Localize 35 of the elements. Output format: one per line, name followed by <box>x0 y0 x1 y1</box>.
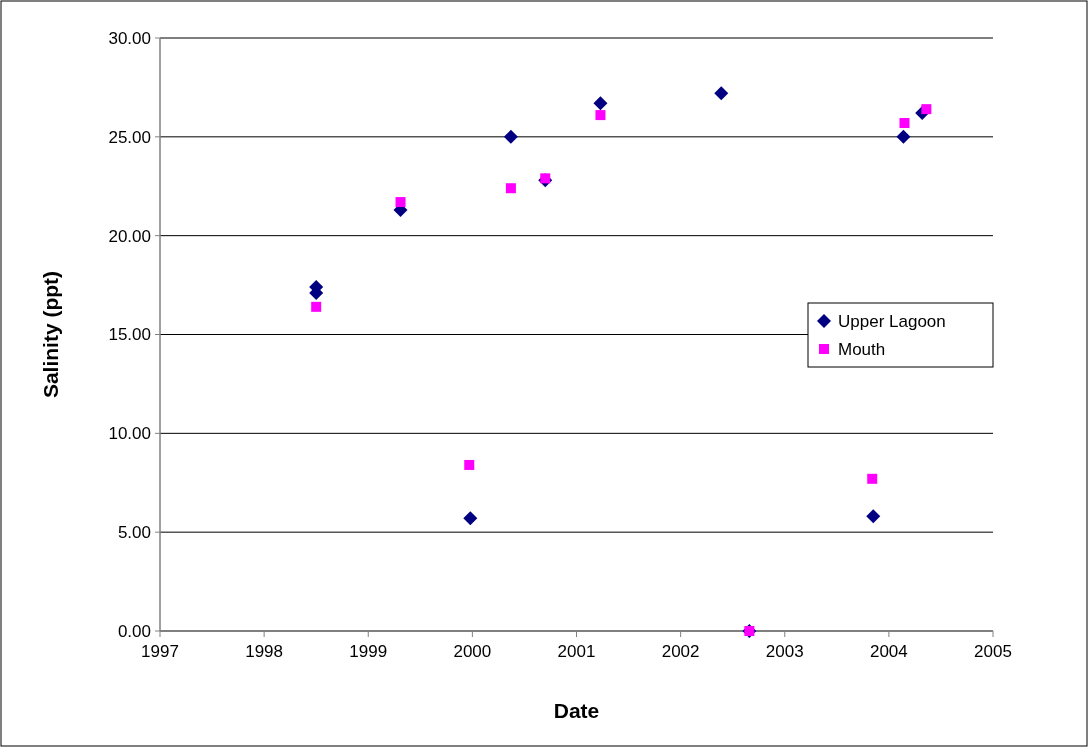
x-tick-label: 2002 <box>661 642 700 661</box>
y-tick-label: 15.00 <box>108 325 151 345</box>
point <box>311 301 322 312</box>
point <box>896 129 911 144</box>
legend-label: Mouth <box>838 339 886 359</box>
point <box>540 173 551 184</box>
y-axis-title: Salinity (ppt) <box>39 270 62 399</box>
point <box>464 459 475 470</box>
x-tick-label: 2005 <box>974 642 1012 661</box>
x-tick-label: 2003 <box>765 642 804 661</box>
point <box>899 118 910 128</box>
point <box>503 129 518 144</box>
x-tick-label: 1998 <box>245 642 284 661</box>
x-tick-label: 2000 <box>453 642 492 661</box>
x-tick-label: 1999 <box>349 642 388 661</box>
y-tick-label: 25.00 <box>108 127 151 147</box>
point <box>505 183 516 194</box>
point <box>595 110 606 121</box>
point <box>866 509 881 524</box>
legend-label: Upper Lagoon <box>838 311 946 331</box>
x-tick-label: 2004 <box>869 642 908 661</box>
point <box>395 197 406 208</box>
y-tick-label: 30.00 <box>108 28 151 48</box>
y-tick-label: 20.00 <box>108 226 151 246</box>
point <box>463 511 478 526</box>
x-axis-title: Date <box>553 699 600 722</box>
point <box>714 86 729 101</box>
x-tick-label: 1997 <box>141 642 179 661</box>
point <box>593 96 608 111</box>
point <box>867 473 878 484</box>
y-tick-label: 0.00 <box>117 621 151 641</box>
y-tick-label: 10.00 <box>108 424 151 444</box>
point <box>921 104 932 115</box>
y-tick-label: 5.00 <box>117 523 151 543</box>
x-tick-label: 2001 <box>557 642 596 661</box>
